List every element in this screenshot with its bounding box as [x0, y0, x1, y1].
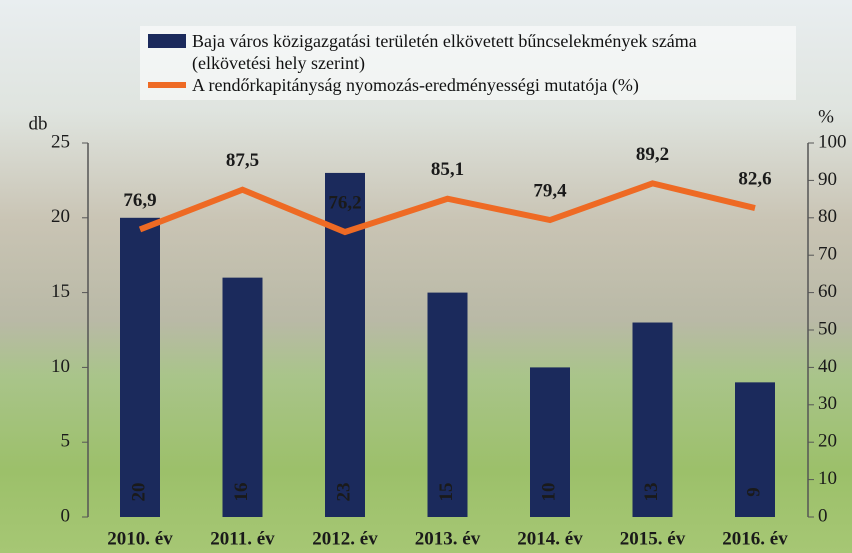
y2-tick-label: 30	[818, 393, 837, 414]
bar-value-label: 13	[641, 483, 662, 502]
x-tick-label: 2014. év	[517, 528, 583, 549]
legend-label: Baja város közigazgatási területén elköv…	[192, 30, 737, 74]
y2-tick-label: 90	[818, 169, 837, 190]
y2-axis-label: %	[818, 106, 834, 127]
legend: Baja város közigazgatási területén elköv…	[140, 26, 796, 100]
bar-value-label: 23	[333, 483, 354, 502]
line	[140, 183, 755, 232]
y2-tick-label: 60	[818, 281, 837, 302]
bar	[223, 278, 263, 517]
line-value-label: 76,9	[123, 190, 156, 211]
bar-value-label: 9	[743, 487, 764, 497]
y2-tick-label: 20	[818, 431, 837, 452]
y2-tick-label: 80	[818, 206, 837, 227]
y2-tick-label: 0	[818, 505, 828, 526]
bar-value-label: 16	[231, 483, 252, 502]
x-tick-label: 2015. év	[620, 528, 686, 549]
bar-value-label: 15	[436, 483, 457, 502]
legend-item: Baja város közigazgatási területén elköv…	[148, 30, 788, 74]
y-axis-label: db	[29, 113, 48, 134]
x-tick-label: 2011. év	[210, 528, 275, 549]
y-tick-label: 10	[51, 356, 70, 377]
y2-tick-label: 100	[818, 131, 847, 152]
line-value-label: 87,5	[226, 150, 259, 171]
x-tick-label: 2012. év	[312, 528, 378, 549]
line-value-label: 79,4	[533, 180, 567, 201]
y-tick-label: 5	[61, 431, 71, 452]
line-value-label: 76,2	[328, 192, 361, 213]
y-tick-label: 0	[61, 505, 71, 526]
y2-tick-label: 10	[818, 468, 837, 489]
bar-value-label: 10	[538, 483, 559, 502]
line-value-label: 89,2	[636, 144, 669, 165]
legend-swatch	[148, 82, 186, 88]
bar	[120, 218, 160, 517]
chart: db% 0 5 10 15 20 25 0 10 20 30 40 50 60 70 80 90 100 2010.…	[0, 0, 852, 553]
x-tick-label: 2010. év	[107, 528, 173, 549]
y-tick-label: 20	[51, 206, 70, 227]
y-tick-label: 15	[51, 281, 70, 302]
line-value-label: 82,6	[738, 168, 771, 189]
legend-label: A rendőrkapitányság nyomozás-eredményess…	[192, 74, 752, 96]
y2-tick-label: 70	[818, 244, 837, 265]
line-value-label: 85,1	[431, 159, 464, 180]
y2-tick-label: 40	[818, 356, 837, 377]
y-tick-label: 25	[51, 131, 70, 152]
legend-item: A rendőrkapitányság nyomozás-eredményess…	[148, 74, 788, 96]
legend-swatch	[148, 34, 186, 48]
y2-tick-label: 50	[818, 318, 837, 339]
x-tick-label: 2016. év	[722, 528, 788, 549]
bar-value-label: 20	[128, 483, 149, 502]
x-tick-label: 2013. év	[415, 528, 481, 549]
